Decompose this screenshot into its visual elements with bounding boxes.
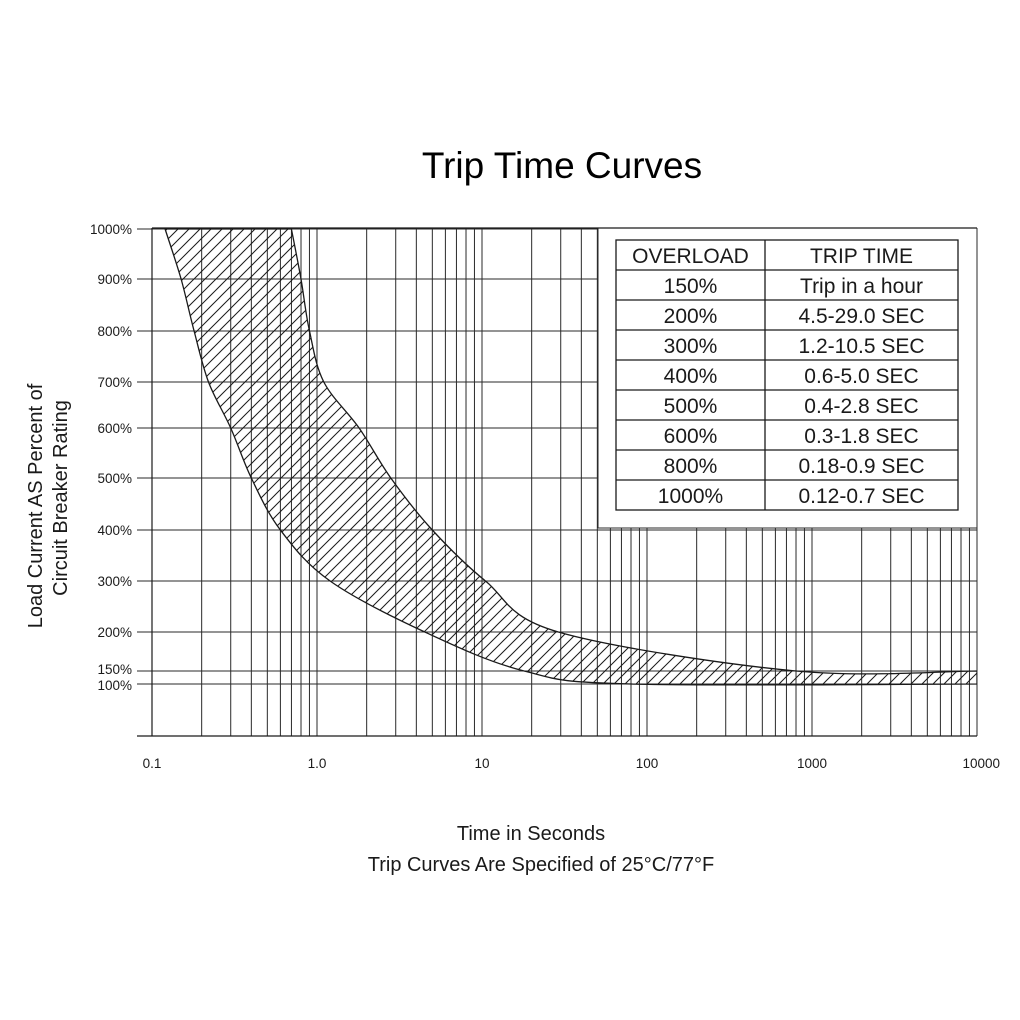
x-axis-label: Time in Seconds [457, 823, 605, 845]
table-cell-overload: 200% [664, 305, 718, 328]
table-cell-trip-time: 0.4-2.8 SEC [804, 395, 918, 418]
x-tick-label: 10000 [962, 756, 1000, 771]
table-cell-overload: 600% [664, 425, 718, 448]
table-cell-trip-time: 0.12-0.7 SEC [798, 485, 924, 508]
table-header-overload: OVERLOAD [632, 245, 749, 268]
table-cell-trip-time: 0.3-1.8 SEC [804, 425, 918, 448]
table-cell-trip-time: 4.5-29.0 SEC [798, 305, 924, 328]
x-tick-label: 1000 [797, 756, 827, 771]
y-tick-label: 1000% [90, 222, 132, 237]
y-tick-label: 700% [97, 375, 132, 390]
table-cell-overload: 400% [664, 365, 718, 388]
y-tick-label: 300% [97, 574, 132, 589]
y-tick-label: 600% [97, 421, 132, 436]
table-cell-overload: 800% [664, 455, 718, 478]
y-axis-label-line-2: Circuit Breaker Rating [50, 400, 72, 596]
x-tick-label: 1.0 [308, 756, 327, 771]
y-tick-label: 200% [97, 625, 132, 640]
y-axis-label-line-1: Load Current AS Percent of [25, 383, 47, 628]
table-cell-overload: 300% [664, 335, 718, 358]
y-tick-label: 150% [97, 662, 132, 677]
y-tick-label: 800% [97, 324, 132, 339]
table-cell-overload: 1000% [658, 485, 723, 508]
table-frame [615, 239, 959, 511]
y-tick-label: 500% [97, 471, 132, 486]
y-tick-label: 400% [97, 523, 132, 538]
table-cell-trip-time: 0.18-0.9 SEC [798, 455, 924, 478]
y-tick-label: 900% [97, 272, 132, 287]
x-tick-label: 10 [474, 756, 489, 771]
table-cell-overload: 500% [664, 395, 718, 418]
trip-time-table: OVERLOAD TRIP TIME 150% Trip in a hour 200% 4… [615, 239, 959, 511]
x-tick-labels: 0.1 1.0 10 100 1000 10000 [143, 756, 1000, 771]
table-cell-overload: 150% [664, 275, 718, 298]
table-cell-trip-time: 0.6-5.0 SEC [804, 365, 918, 388]
table-header-trip-time: TRIP TIME [810, 245, 913, 268]
x-tick-label: 100 [636, 756, 659, 771]
x-tick-label: 0.1 [143, 756, 162, 771]
y-tick-labels: 1000% 900% 800% 700% 600% 500% 400% 300% 200% 150… [90, 222, 132, 693]
axes [137, 227, 977, 737]
chart-title: Trip Time Curves [422, 145, 702, 186]
y-tick-label: 100% [97, 678, 132, 693]
x-axis-note: Trip Curves Are Specified of 25°C/77°F [368, 854, 715, 876]
table-cell-trip-time: 1.2-10.5 SEC [798, 335, 924, 358]
trip-band [164, 228, 977, 686]
table-cell-trip-time: Trip in a hour [800, 275, 923, 298]
